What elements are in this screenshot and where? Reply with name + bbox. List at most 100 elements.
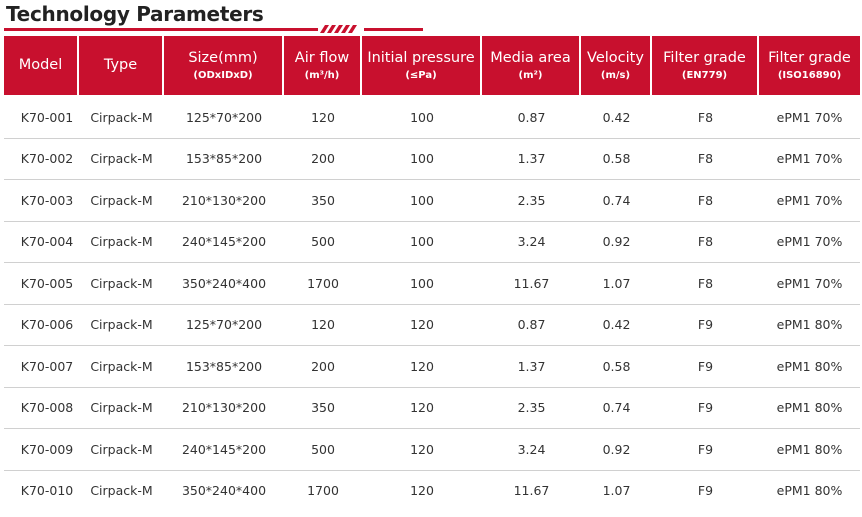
- column-header-label: Air flow: [294, 49, 350, 66]
- column-header-size: Size(mm) (ODxIDxD): [164, 36, 284, 97]
- cell-velocity: 0.58: [581, 139, 652, 180]
- cell-initial-pressure: 100: [362, 97, 482, 139]
- cell-filter-grade-en779: F8: [652, 263, 759, 305]
- title-underline: [4, 28, 423, 31]
- cell-air-flow: 120: [284, 305, 362, 346]
- cell-filter-grade-en779: F9: [697, 483, 714, 499]
- cell-air-flow: 120: [284, 97, 362, 139]
- cell-velocity: 0.74: [581, 388, 652, 429]
- cell-model: K70-010: [20, 483, 74, 499]
- cell-filter-grade-en779: F8: [652, 222, 759, 263]
- cell-size: 350*240*400: [181, 483, 267, 499]
- cell-media-area: 2.35: [482, 180, 581, 222]
- column-header-label: Filter grade: [663, 49, 746, 66]
- cell-model: K70-001: [4, 97, 79, 139]
- cell-filter-grade-en779: F8: [652, 97, 759, 139]
- table-row: K70-003 Cirpack-M 210*130*200 350 100 2.35 0.7…: [4, 180, 860, 222]
- column-header-label: Filter grade: [768, 49, 851, 66]
- cell-media-area: 11.67: [513, 483, 550, 499]
- table-body: K70-001 Cirpack-M 125*70*200 120 100 0.87 0.42…: [4, 97, 860, 511]
- cell-media-area: 3.24: [482, 429, 581, 471]
- column-header-label: Model: [18, 57, 63, 73]
- column-header-air-flow: Air flow (m³/h): [284, 36, 362, 97]
- technology-parameters-table: Model Type Size(mm) (ODxIDxD) Air flow (m³/h)…: [4, 36, 860, 511]
- cell-model: K70-005: [4, 263, 79, 305]
- cell-model: K70-009: [4, 429, 79, 471]
- cell-air-flow: 200: [284, 139, 362, 180]
- cell-initial-pressure: 120: [362, 346, 482, 388]
- cell-model: K70-003: [4, 180, 79, 222]
- cell-filter-grade-iso16890: ePM1 80%: [759, 429, 860, 471]
- cell-air-flow: 1700: [284, 263, 362, 305]
- cell-filter-grade-en779: F9: [652, 346, 759, 388]
- cell-size: 210*130*200: [164, 180, 284, 222]
- cell-type: Cirpack-M: [79, 263, 164, 305]
- cell-initial-pressure: 120: [410, 483, 434, 499]
- cell-velocity: 0.42: [581, 97, 652, 139]
- cell-air-flow: 500: [284, 429, 362, 471]
- cell-media-area: 0.87: [482, 97, 581, 139]
- column-header-unit: (m²): [518, 69, 543, 81]
- column-header-unit: (EN779): [681, 69, 728, 81]
- cell-initial-pressure: 100: [362, 222, 482, 263]
- table-row: K70-008 Cirpack-M 210*130*200 350 120 2.35 0.7…: [4, 388, 860, 429]
- column-header-filter-grade-en779: Filter grade (EN779): [652, 36, 759, 97]
- cell-filter-grade-iso16890: ePM1 70%: [759, 139, 860, 180]
- cell-media-area: 11.67: [482, 263, 581, 305]
- table-row: K70-004 Cirpack-M 240*145*200 500 100 3.24 0.9…: [4, 222, 860, 263]
- cell-type: Cirpack-M: [90, 483, 153, 499]
- decorative-slash-icon: [318, 24, 364, 34]
- cell-filter-grade-iso16890: ePM1 70%: [759, 97, 860, 139]
- cell-velocity: 0.74: [581, 180, 652, 222]
- column-header-unit: (m³/h): [304, 69, 340, 81]
- cell-filter-grade-iso16890: ePM1 80%: [759, 346, 860, 388]
- cell-size: 125*70*200: [164, 97, 284, 139]
- cell-air-flow: 1700: [307, 483, 339, 499]
- column-header-label: Type: [103, 57, 138, 73]
- table-header-row: Model Type Size(mm) (ODxIDxD) Air flow (m³/h)…: [4, 36, 860, 97]
- cell-air-flow: 350: [284, 180, 362, 222]
- table-row: K70-002 Cirpack-M 153*85*200 200 100 1.37 0.58…: [4, 139, 860, 180]
- cell-initial-pressure: 120: [362, 305, 482, 346]
- column-header-model: Model: [4, 36, 79, 97]
- cell-velocity: 0.92: [581, 429, 652, 471]
- cell-media-area: 2.35: [482, 388, 581, 429]
- cell-filter-grade-en779: F8: [652, 180, 759, 222]
- cell-velocity: 0.42: [581, 305, 652, 346]
- cell-size: 240*145*200: [164, 222, 284, 263]
- cell-initial-pressure: 100: [362, 180, 482, 222]
- cell-size: 125*70*200: [164, 305, 284, 346]
- cell-model: K70-002: [4, 139, 79, 180]
- cell-type: Cirpack-M: [79, 180, 164, 222]
- cell-type: Cirpack-M: [79, 346, 164, 388]
- cell-media-area: 1.37: [482, 346, 581, 388]
- cell-initial-pressure: 100: [362, 263, 482, 305]
- table-row: K70-001 Cirpack-M 125*70*200 120 100 0.87 0.42…: [4, 97, 860, 139]
- cell-type: Cirpack-M: [79, 222, 164, 263]
- cell-air-flow: 350: [284, 388, 362, 429]
- table-row: K70-010 Cirpack-M 350*240*400 1700 120 11.67 1…: [4, 471, 860, 512]
- cell-size: 240*145*200: [164, 429, 284, 471]
- column-header-label: Size(mm): [188, 49, 258, 66]
- cell-filter-grade-en779: F8: [652, 139, 759, 180]
- cell-model: K70-007: [4, 346, 79, 388]
- cell-size: 350*240*400: [164, 263, 284, 305]
- cell-filter-grade-iso16890: ePM1 80%: [759, 388, 860, 429]
- cell-velocity: 0.58: [581, 346, 652, 388]
- table-row: K70-009 Cirpack-M 240*145*200 500 120 3.24 0.9…: [4, 429, 860, 471]
- cell-filter-grade-en779: F9: [652, 429, 759, 471]
- column-header-unit: (≤Pa): [405, 69, 437, 81]
- column-header-label: Velocity: [587, 49, 644, 66]
- cell-type: Cirpack-M: [79, 429, 164, 471]
- cell-model: K70-004: [4, 222, 79, 263]
- table-row: K70-005 Cirpack-M 350*240*400 1700 100 11.67 1…: [4, 263, 860, 305]
- cell-filter-grade-iso16890: ePM1 80%: [759, 305, 860, 346]
- cell-size: 153*85*200: [164, 139, 284, 180]
- cell-type: Cirpack-M: [79, 139, 164, 180]
- cell-filter-grade-iso16890: ePM1 70%: [759, 180, 860, 222]
- cell-air-flow: 200: [284, 346, 362, 388]
- cell-initial-pressure: 100: [362, 139, 482, 180]
- cell-filter-grade-en779: F9: [652, 388, 759, 429]
- page-header: Technology Parameters: [0, 0, 430, 34]
- cell-velocity: 1.07: [602, 483, 631, 499]
